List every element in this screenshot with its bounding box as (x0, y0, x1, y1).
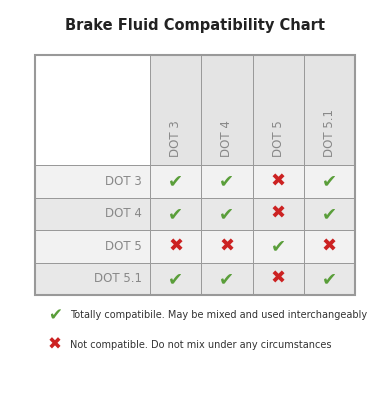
Text: ✖: ✖ (219, 237, 234, 255)
Text: DOT 4: DOT 4 (220, 120, 234, 157)
Bar (253, 55, 304, 165)
Bar (35, 55, 150, 165)
Text: ✖: ✖ (322, 237, 337, 255)
Text: ✔: ✔ (219, 205, 234, 223)
Bar (304, 230, 355, 262)
Bar (201, 165, 253, 197)
Text: ✔: ✔ (322, 270, 337, 288)
Text: Totally compatibile. May be mixed and used interchangeably: Totally compatibile. May be mixed and us… (70, 310, 367, 320)
Text: ✔: ✔ (219, 270, 234, 288)
Text: DOT 3: DOT 3 (105, 175, 142, 188)
Bar (253, 230, 304, 262)
Bar (253, 165, 304, 197)
Text: DOT 5: DOT 5 (272, 120, 285, 157)
Bar (35, 262, 150, 295)
Text: ✔: ✔ (219, 172, 234, 190)
Text: ✔: ✔ (271, 237, 286, 255)
Bar (150, 230, 201, 262)
Bar (304, 197, 355, 230)
Text: ✖: ✖ (48, 336, 62, 354)
Text: ✖: ✖ (271, 172, 286, 190)
Text: DOT 5.1: DOT 5.1 (323, 109, 336, 157)
Bar (253, 262, 304, 295)
Text: ✔: ✔ (168, 205, 183, 223)
Text: ✔: ✔ (48, 306, 62, 324)
Bar (253, 197, 304, 230)
Bar (201, 262, 253, 295)
Bar (35, 230, 150, 262)
Bar (35, 165, 150, 197)
Text: DOT 3: DOT 3 (169, 120, 182, 157)
Bar (150, 197, 201, 230)
Text: DOT 4: DOT 4 (105, 207, 142, 220)
Text: DOT 5.1: DOT 5.1 (94, 272, 142, 285)
Text: ✖: ✖ (168, 237, 183, 255)
Bar (35, 197, 150, 230)
Bar (150, 55, 201, 165)
Bar (150, 262, 201, 295)
Text: DOT 5: DOT 5 (105, 240, 142, 253)
Bar (201, 55, 253, 165)
Bar (304, 165, 355, 197)
Text: ✔: ✔ (322, 172, 337, 190)
Text: ✖: ✖ (271, 270, 286, 288)
Text: ✔: ✔ (322, 205, 337, 223)
Bar (35, 55, 355, 295)
Text: Not compatible. Do not mix under any circumstances: Not compatible. Do not mix under any cir… (70, 340, 331, 350)
Bar (304, 262, 355, 295)
Bar (201, 230, 253, 262)
Bar (304, 55, 355, 165)
Bar (201, 197, 253, 230)
Bar (150, 165, 201, 197)
Text: ✖: ✖ (271, 205, 286, 223)
Text: Brake Fluid Compatibility Chart: Brake Fluid Compatibility Chart (65, 18, 325, 33)
Text: ✔: ✔ (168, 172, 183, 190)
Text: ✔: ✔ (168, 270, 183, 288)
